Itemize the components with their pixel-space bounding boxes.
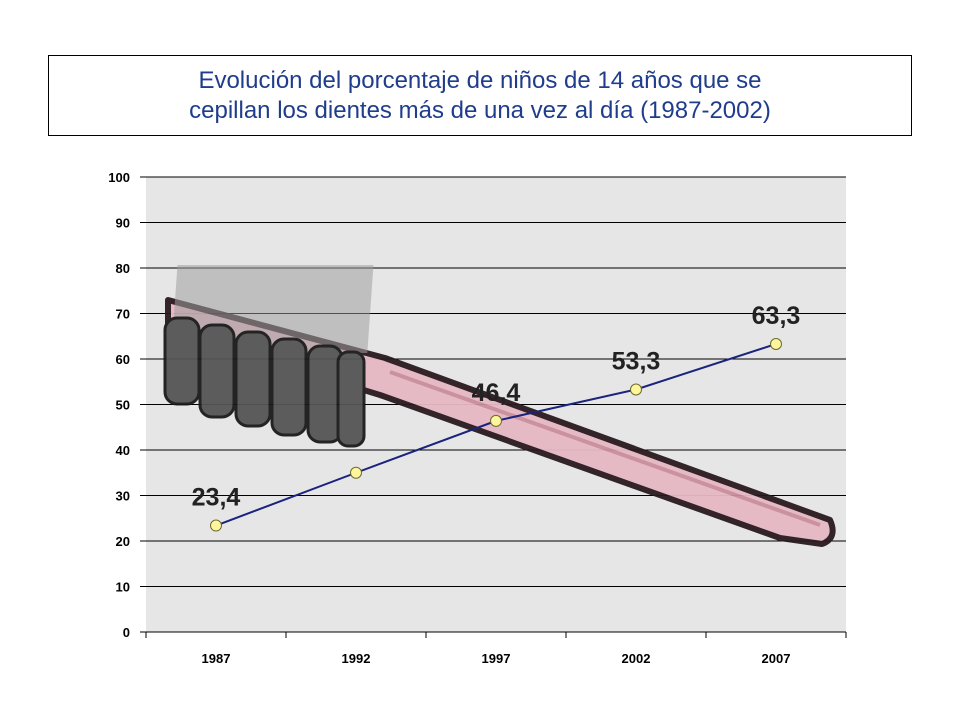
y-tick-label: 30: [116, 489, 130, 504]
x-tick-label: 1992: [342, 651, 371, 666]
data-label: 53,3: [612, 347, 661, 375]
data-labels: 23,4 46,4 53,3 63,3: [192, 302, 801, 512]
y-tick-label: 100: [108, 170, 130, 185]
y-tick-label: 20: [116, 534, 130, 549]
chart-title-line-2: cepillan los dientes más de una vez al d…: [189, 96, 771, 124]
series-points: [210, 337, 782, 532]
x-tick-label: 2007: [762, 651, 791, 666]
y-tick-label: 10: [116, 580, 130, 595]
x-tick-label: 2002: [622, 651, 651, 666]
y-tick-label: 90: [116, 216, 130, 231]
y-tick-label: 60: [116, 352, 130, 367]
y-axis-ticks: 0 10 20 30 40 50 60 70 80 90 100: [108, 170, 146, 640]
data-point: [210, 519, 222, 532]
chart-title-line-1: Evolución del porcentaje de niños de 14 …: [198, 66, 762, 94]
data-point: [490, 414, 502, 427]
x-tick-label: 1987: [202, 651, 231, 666]
y-tick-label: 40: [116, 443, 130, 458]
data-label: 46,4: [472, 379, 521, 407]
data-point: [630, 383, 642, 396]
y-tick-label: 70: [116, 307, 130, 322]
chart-title-box: Evolución del porcentaje de niños de 14 …: [48, 55, 912, 136]
x-axis-ticks: 1987 1992 1997 2002 2007: [145, 632, 847, 666]
y-tick-label: 50: [116, 398, 130, 413]
data-label: 23,4: [192, 484, 241, 512]
data-label: 63,3: [752, 302, 801, 330]
data-point: [350, 466, 362, 479]
y-tick-label: 0: [123, 625, 130, 640]
x-tick-label: 1997: [482, 651, 511, 666]
data-point: [770, 337, 782, 350]
y-tick-label: 80: [116, 261, 130, 276]
